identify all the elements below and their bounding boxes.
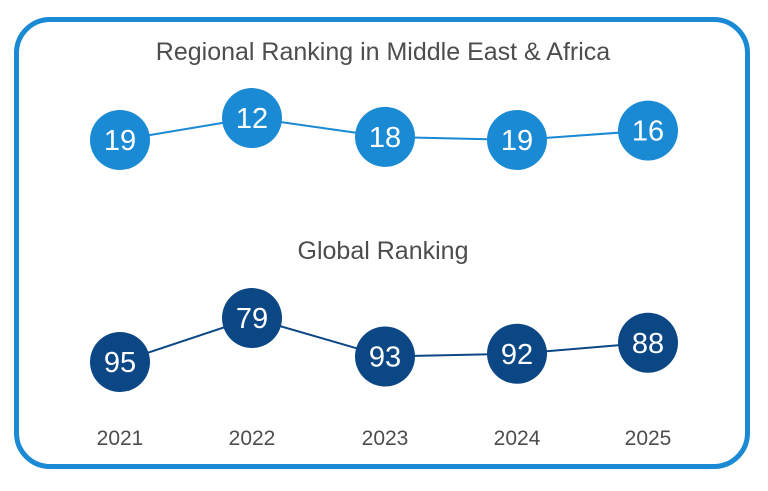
- global-point-2024: [487, 323, 547, 384]
- x-tick-label-2021: 2021: [97, 427, 144, 450]
- global-value-label-2024: 92: [501, 339, 533, 371]
- global-value-label-2025: 88: [632, 328, 664, 360]
- regional-value-label-2025: 16: [632, 116, 664, 148]
- regional-value-label-2023: 18: [369, 122, 401, 154]
- x-tick-label-2024: 2024: [494, 427, 541, 450]
- regional-value-label-2024: 19: [501, 125, 533, 157]
- x-tick-label-2023: 2023: [362, 427, 409, 450]
- x-axis-ticks: 2021 2022 2023 2024 2025: [97, 427, 672, 450]
- regional-point-2022: [222, 88, 282, 148]
- global-series: 95 79 93 92 88: [90, 288, 678, 392]
- chart-card: [14, 17, 750, 469]
- global-chart-title: Global Ranking: [298, 237, 469, 265]
- regional-chart-title: Regional Ranking in Middle East & Africa: [156, 38, 611, 66]
- regional-point-2024: [487, 110, 547, 170]
- regional-value-label-2022: 12: [236, 103, 268, 135]
- global-value-label-2023: 93: [369, 342, 401, 374]
- regional-value-label-2021: 19: [104, 125, 136, 157]
- global-point-2021: [90, 332, 150, 392]
- global-point-2025: [618, 312, 678, 373]
- regional-point-2025: [618, 100, 678, 161]
- regional-point-2023: [355, 106, 415, 167]
- x-tick-label-2025: 2025: [625, 427, 672, 450]
- global-point-2023: [355, 326, 415, 387]
- global-value-label-2022: 79: [236, 303, 268, 335]
- global-point-2022: [222, 288, 282, 348]
- x-tick-label-2022: 2022: [229, 427, 276, 450]
- regional-point-2021: [90, 110, 150, 170]
- global-value-label-2021: 95: [104, 347, 136, 379]
- regional-series: 19 12 18 19 16: [90, 88, 678, 170]
